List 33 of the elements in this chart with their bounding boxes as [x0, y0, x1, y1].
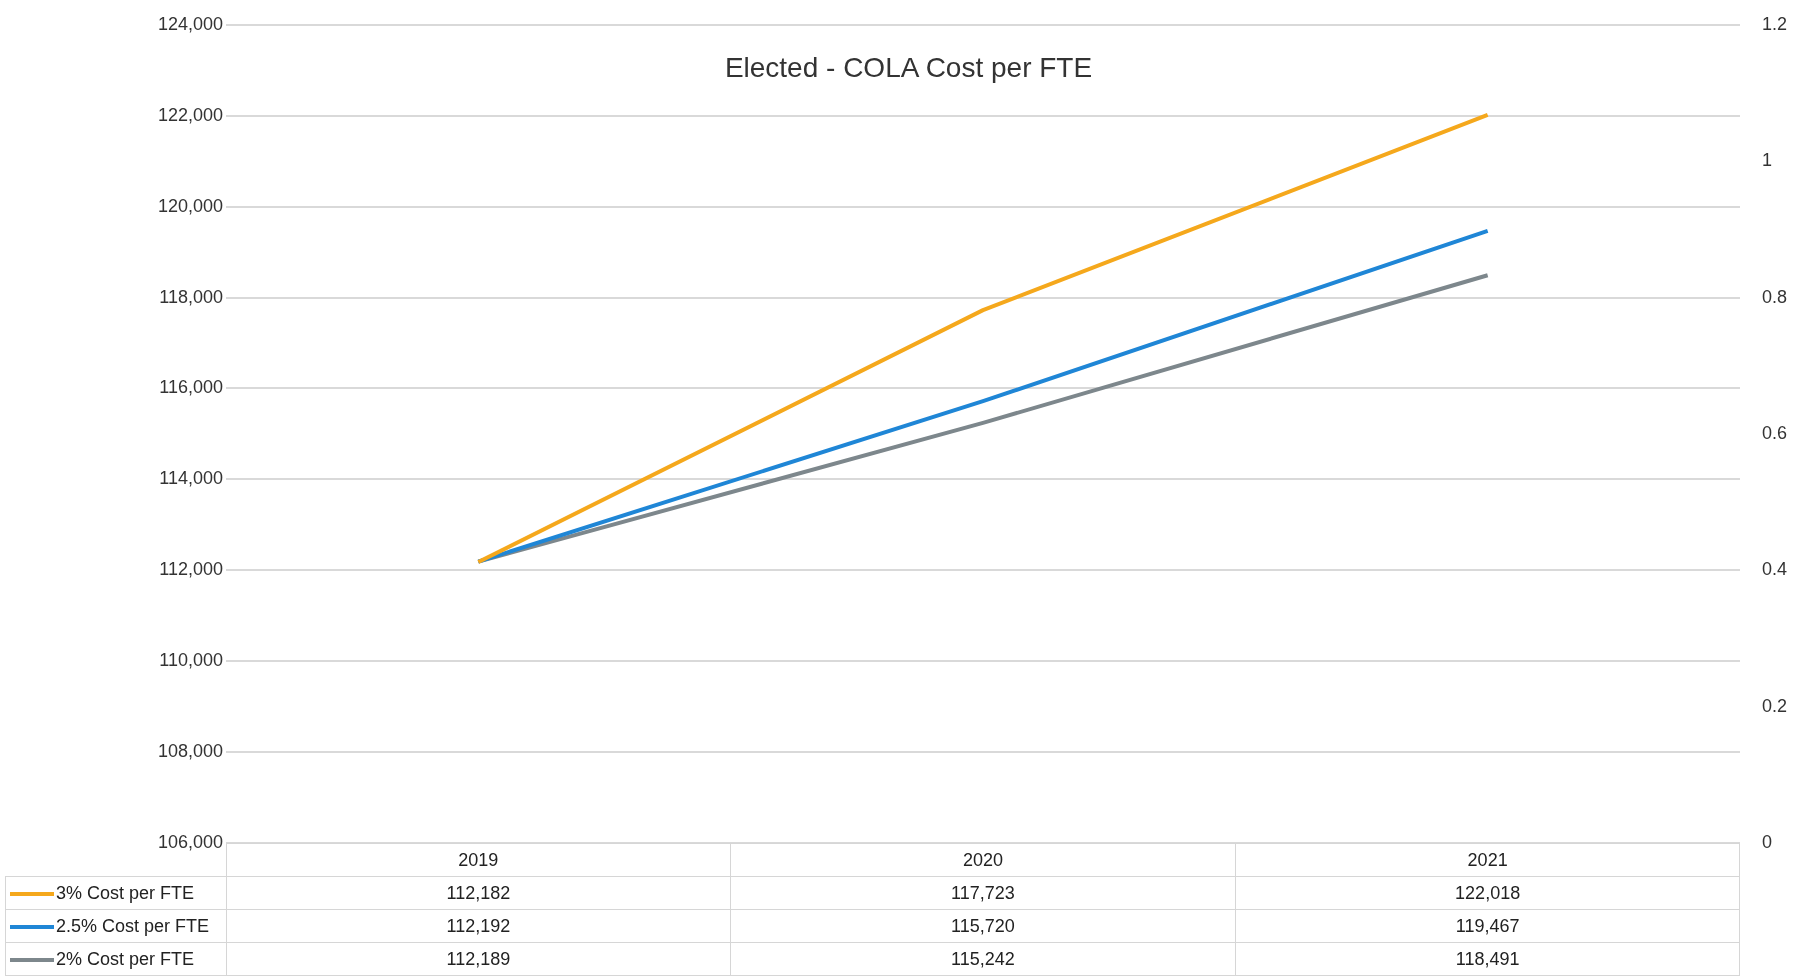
x-tick-label: 2019 [226, 843, 731, 877]
y-tick-label: 118,000 [159, 286, 223, 307]
data-label: 117,723 [730, 876, 1236, 910]
y-tick-label: 106,000 [157, 831, 223, 852]
y-tick-label: 114,000 [159, 468, 223, 489]
y-tick-label: 108,000 [157, 741, 223, 762]
y2-tick-label: 0.2 [1762, 695, 1788, 716]
text: Elected - COLA Cost per FTE [723, 52, 1094, 84]
data-label: 122,018 [1235, 876, 1740, 910]
y-tick-label: 116,000 [159, 377, 223, 398]
y-tick-label: 124,000 [157, 13, 223, 34]
legend-label: 2% Cost per FTE [56, 948, 195, 969]
data-label: 115,242 [730, 942, 1236, 976]
y-tick-label: 120,000 [157, 195, 223, 216]
legend-label: 3% Cost per FTE [56, 882, 195, 903]
data-label: 119,467 [1235, 909, 1740, 943]
y-tick-label: 122,000 [157, 104, 223, 125]
legend-label: 2.5% Cost per FTE [56, 915, 210, 936]
data-label: 118,491 [1235, 942, 1740, 976]
y2-tick-label: 0.4 [1762, 559, 1788, 580]
y2-tick-label: 1 [1762, 150, 1773, 171]
y2-tick-label: 0 [1762, 831, 1773, 852]
data-label: 112,182 [226, 876, 731, 910]
y2-tick-label: 0.8 [1762, 286, 1788, 307]
y2-tick-label: 1.2 [1762, 13, 1788, 34]
x-tick-label: 2021 [1235, 843, 1740, 877]
x-tick-label: 2020 [730, 843, 1236, 877]
data-label: 112,192 [226, 909, 731, 943]
data-label: 112,189 [226, 942, 731, 976]
y-tick-label: 110,000 [159, 650, 223, 671]
y-tick-label: 112,000 [159, 559, 223, 580]
y2-tick-label: 0.6 [1762, 422, 1788, 443]
data-label: 115,720 [730, 909, 1236, 943]
